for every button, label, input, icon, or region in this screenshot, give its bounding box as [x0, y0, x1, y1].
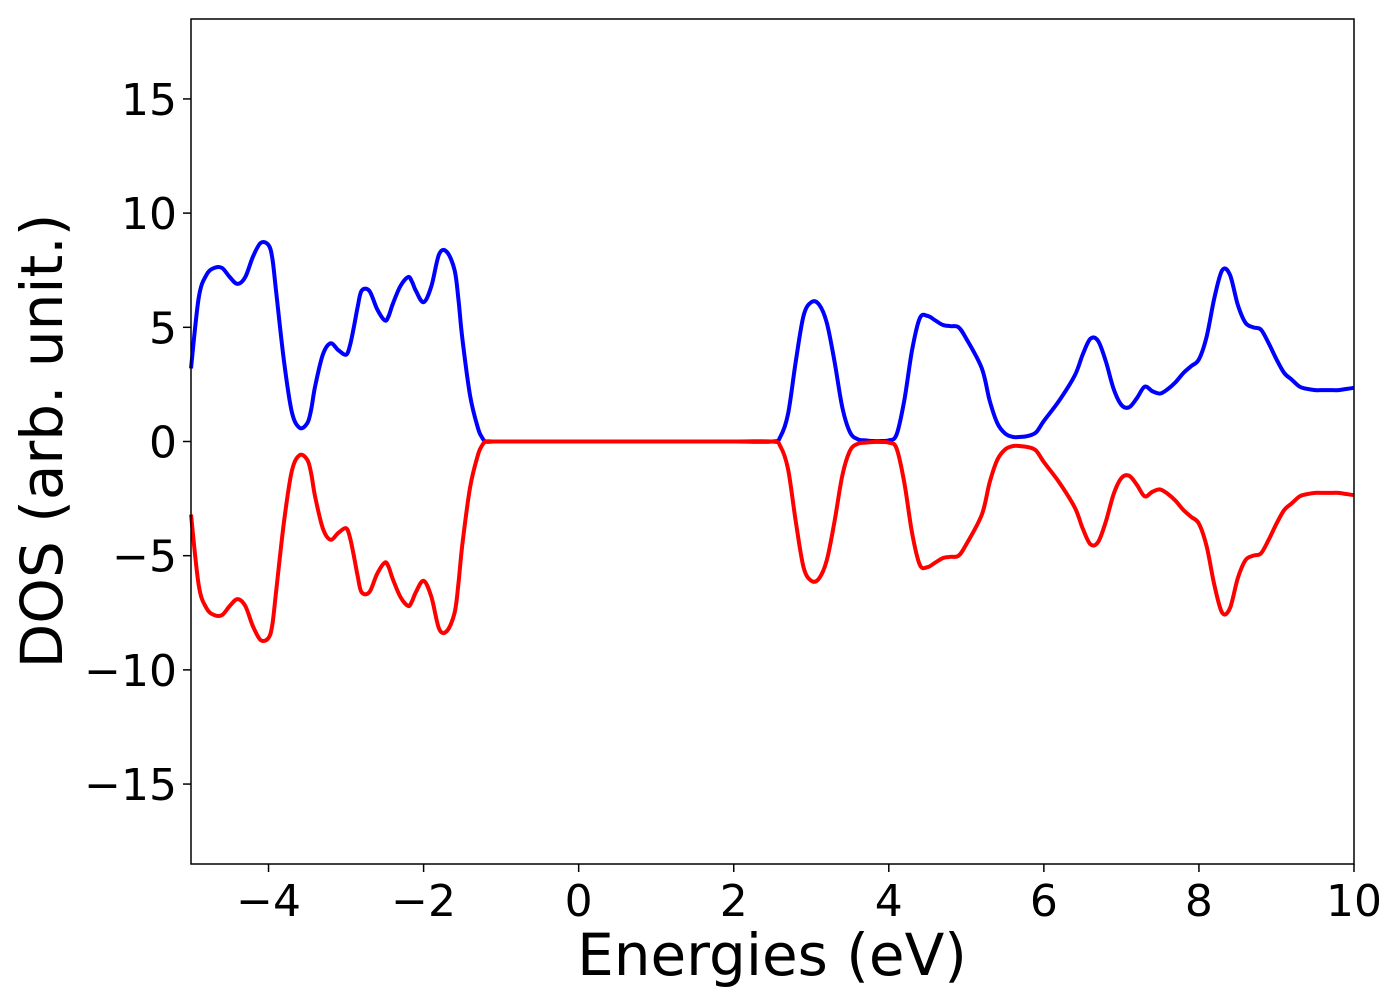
- x-tick-label: 8: [1185, 876, 1213, 927]
- y-tick-label: 5: [149, 303, 177, 354]
- series-line-1: [189, 239, 1355, 444]
- y-tick-label: −10: [84, 646, 177, 697]
- x-tick-label: 2: [720, 876, 748, 927]
- x-tick-label: 0: [565, 876, 593, 927]
- y-tick-label: −5: [112, 532, 177, 583]
- y-tick-label: −15: [84, 760, 177, 811]
- y-axis-ticks: 15 10 5 0 −5 −10 −15: [84, 75, 191, 811]
- x-tick-label: 10: [1326, 876, 1382, 927]
- y-tick-label: 0: [149, 418, 177, 469]
- x-axis-ticks: −4 −2 0 2 4 6 8 10: [236, 864, 1382, 927]
- x-axis-title: Energies (eV): [577, 921, 967, 989]
- y-tick-label: 10: [121, 189, 177, 240]
- x-tick-label: 6: [1030, 876, 1058, 927]
- y-axis-title: DOS (arb. unit.): [8, 214, 76, 669]
- series-layer: [189, 239, 1355, 644]
- x-tick-label: −2: [391, 876, 456, 927]
- x-tick-label: 4: [875, 876, 903, 927]
- y-tick-label: 15: [121, 75, 177, 126]
- series-line-2: [189, 439, 1355, 644]
- x-tick-label: −4: [236, 876, 301, 927]
